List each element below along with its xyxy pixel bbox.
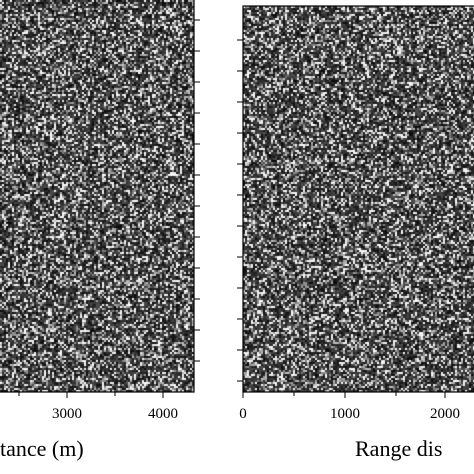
right-panel: 0 1000 2000 Range dis	[237, 5, 474, 461]
right-y-ticks	[237, 39, 243, 382]
left-x-axis-label: tance (m)	[0, 436, 84, 461]
left-x-ticks	[18, 392, 164, 398]
left-plot-frame	[0, 0, 195, 393]
left-x-tick-label: 4000	[148, 406, 178, 422]
left-y-ticks	[194, 19, 200, 362]
left-speckle-image	[0, 0, 194, 392]
right-x-tick-label: 0	[239, 406, 247, 422]
left-speckle-raster	[0, 0, 194, 392]
right-x-axis-label: Range dis	[355, 436, 442, 461]
left-x-tick-label: 3000	[52, 406, 82, 422]
right-x-ticks	[242, 392, 446, 398]
left-panel: 3000 4000 tance (m)	[0, 0, 200, 461]
right-plot-frame	[242, 5, 474, 393]
right-x-tick-label: 2000	[430, 406, 460, 422]
right-speckle-image	[243, 6, 474, 392]
right-x-tick-label: 1000	[330, 406, 360, 422]
right-speckle-raster	[243, 6, 474, 392]
